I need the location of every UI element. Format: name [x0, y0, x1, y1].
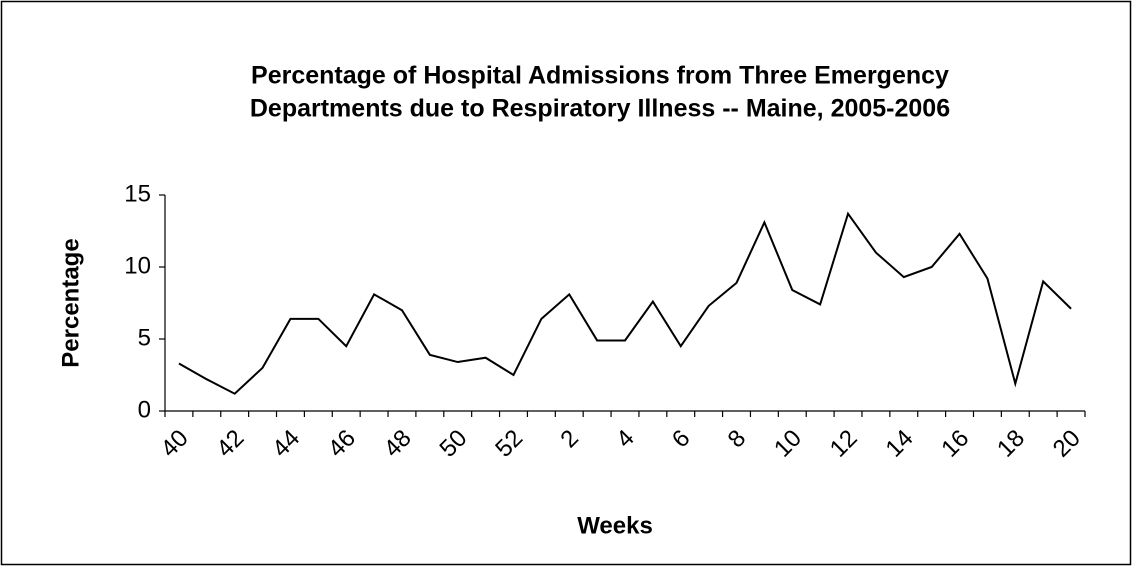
- y-tick-label: 15: [124, 180, 151, 207]
- x-axis-title: Weeks: [577, 512, 653, 539]
- line-series: [178, 211, 1072, 395]
- chart-title: Percentage of Hospital Admissions from T…: [251, 62, 949, 90]
- y-tick-label: 5: [138, 324, 151, 351]
- y-tick-label: 0: [138, 396, 151, 423]
- chart-title: Departments due to Respiratory Illness -…: [250, 95, 950, 123]
- y-tick-label: 10: [124, 252, 151, 279]
- y-axis-title: Percentage: [57, 238, 84, 367]
